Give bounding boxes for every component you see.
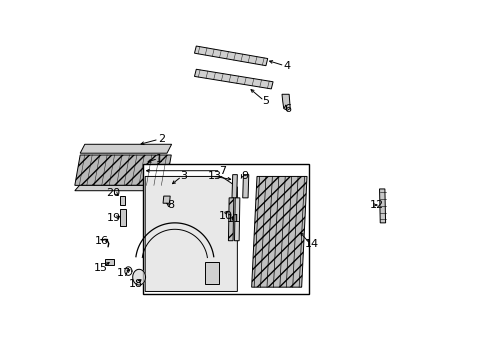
Polygon shape bbox=[231, 175, 237, 198]
Text: 4: 4 bbox=[283, 61, 289, 71]
Text: 1: 1 bbox=[156, 154, 163, 163]
Text: 19: 19 bbox=[106, 212, 120, 222]
Text: 17: 17 bbox=[117, 268, 131, 278]
Polygon shape bbox=[132, 269, 145, 285]
Text: 9: 9 bbox=[241, 171, 247, 181]
Text: 15: 15 bbox=[93, 262, 107, 273]
Text: 5: 5 bbox=[262, 96, 269, 107]
Polygon shape bbox=[282, 94, 290, 111]
Text: 6: 6 bbox=[284, 104, 290, 113]
Polygon shape bbox=[80, 144, 171, 153]
Polygon shape bbox=[228, 198, 233, 241]
Polygon shape bbox=[120, 196, 124, 205]
Polygon shape bbox=[145, 176, 237, 292]
Text: 14: 14 bbox=[305, 239, 319, 249]
Polygon shape bbox=[379, 189, 385, 223]
Polygon shape bbox=[251, 176, 306, 287]
Text: 13: 13 bbox=[208, 171, 222, 181]
Polygon shape bbox=[234, 198, 240, 241]
Text: 16: 16 bbox=[94, 236, 108, 246]
Polygon shape bbox=[205, 262, 219, 284]
Polygon shape bbox=[242, 175, 248, 198]
Polygon shape bbox=[105, 258, 114, 265]
Text: 18: 18 bbox=[128, 279, 142, 289]
Text: 10: 10 bbox=[218, 211, 232, 221]
Polygon shape bbox=[142, 164, 308, 294]
Polygon shape bbox=[163, 196, 170, 203]
Polygon shape bbox=[194, 69, 272, 89]
Polygon shape bbox=[194, 46, 267, 66]
Text: 2: 2 bbox=[158, 134, 165, 144]
Polygon shape bbox=[75, 185, 181, 191]
Text: 12: 12 bbox=[369, 200, 383, 210]
Text: 3: 3 bbox=[180, 171, 187, 181]
Polygon shape bbox=[120, 208, 125, 226]
Polygon shape bbox=[75, 155, 171, 185]
Text: 8: 8 bbox=[167, 200, 175, 210]
Text: 11: 11 bbox=[226, 214, 240, 224]
Text: 7: 7 bbox=[219, 166, 226, 176]
Text: 20: 20 bbox=[106, 188, 120, 198]
